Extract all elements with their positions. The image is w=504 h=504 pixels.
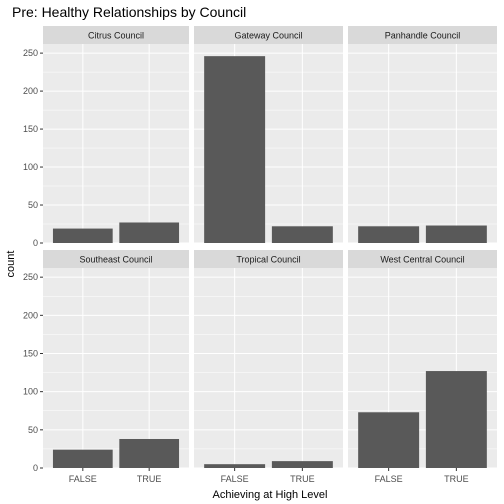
facet-panel: Tropical Council FALSE TRUE <box>194 250 343 484</box>
facet-panel: Panhandle Council <box>348 26 497 244</box>
panel-background <box>43 268 189 468</box>
facet-strip <box>194 26 343 44</box>
y-tick-label: 0 <box>33 238 38 248</box>
y-tick-label: 100 <box>23 387 38 397</box>
x-tick-label: TRUE <box>444 474 469 484</box>
facet-grid: Citrus Council 0 50 100 150 200 250 Gateway Cou… <box>23 26 497 484</box>
facet-strip <box>348 26 497 44</box>
facet-strip-label: Tropical Council <box>236 255 300 265</box>
bar-true <box>425 371 487 468</box>
y-tick-label: 250 <box>23 48 38 58</box>
bar-false <box>358 412 420 468</box>
facet-strip <box>348 250 497 268</box>
panel-background <box>194 268 343 468</box>
bar-false <box>358 226 420 243</box>
y-tick-label: 150 <box>23 124 38 134</box>
bar-true <box>119 222 180 243</box>
facet-strip <box>194 250 343 268</box>
bar-false <box>204 56 266 243</box>
bar-false <box>52 228 113 243</box>
facet-panel: West Central Council FALSE TRUE <box>348 250 497 484</box>
bar-true <box>271 461 333 468</box>
y-tick-label: 50 <box>28 425 38 435</box>
x-tick-label: TRUE <box>137 474 162 484</box>
y-tick-label: 200 <box>23 86 38 96</box>
y-tick-label: 200 <box>23 310 38 320</box>
bar-false <box>52 449 113 468</box>
y-tick-label: 100 <box>23 162 38 172</box>
y-tick-label: 0 <box>33 463 38 473</box>
y-axis-label: count <box>5 251 17 278</box>
facet-strip-label: Panhandle Council <box>385 31 461 41</box>
x-tick-label: FALSE <box>221 474 249 484</box>
facet-strip-label: Gateway Council <box>234 31 302 41</box>
bar-true <box>425 225 487 243</box>
facet-panel: Gateway Council <box>194 26 343 244</box>
facet-strip-label: Southeast Council <box>79 255 152 265</box>
facet-panel: Citrus Council 0 50 100 150 200 250 <box>23 26 189 248</box>
x-tick-label: FALSE <box>69 474 97 484</box>
x-axis-label: Achieving at High Level <box>213 489 328 501</box>
bar-false <box>204 464 266 468</box>
bar-true <box>119 438 180 468</box>
y-tick-label: 150 <box>23 348 38 358</box>
y-tick-label: 50 <box>28 200 38 210</box>
panel-background <box>43 44 189 243</box>
panel-background <box>348 44 497 243</box>
x-tick-label: FALSE <box>375 474 403 484</box>
facet-strip-label: West Central Council <box>380 255 464 265</box>
bar-true <box>271 226 333 243</box>
chart-title: Pre: Healthy Relationships by Council <box>12 4 246 20</box>
y-tick-label: 250 <box>23 272 38 282</box>
facet-panel: Southeast Council 0 50 100 150 200 250 FALSE TRU… <box>23 250 189 484</box>
facet-strip <box>43 26 189 44</box>
x-tick-label: TRUE <box>290 474 315 484</box>
facet-strip-label: Citrus Council <box>88 31 144 41</box>
facet-strip <box>43 250 189 268</box>
